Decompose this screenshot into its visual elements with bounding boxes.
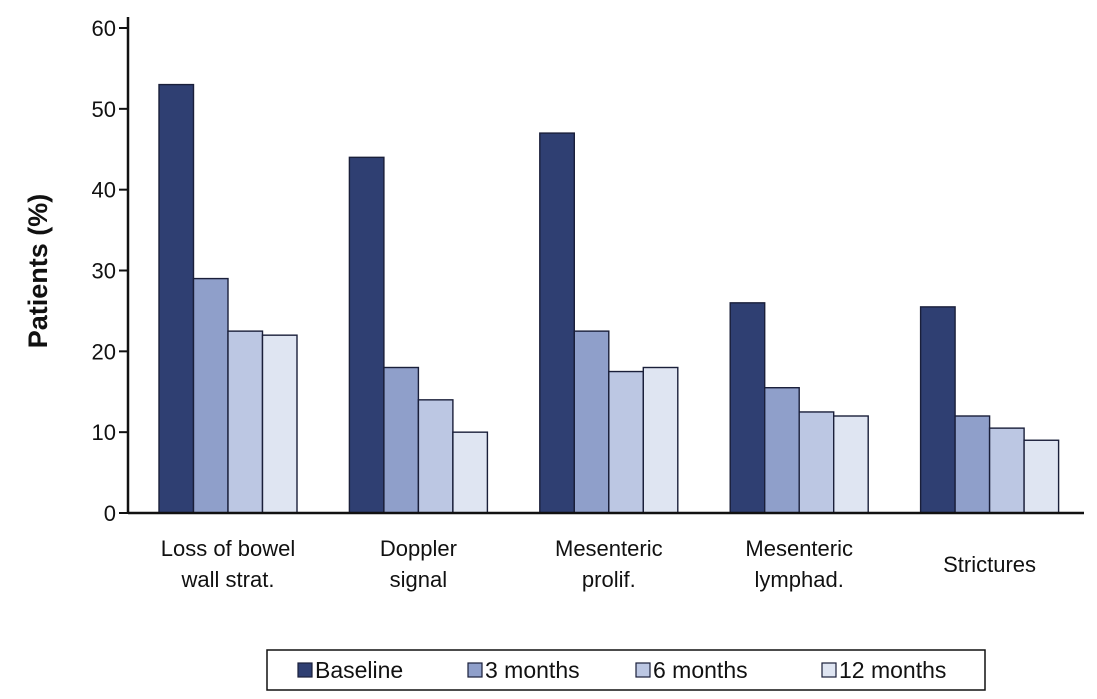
legend-entry-label: 3 months bbox=[485, 657, 580, 683]
category-label: prolif. bbox=[582, 567, 636, 592]
bar-baseline-2 bbox=[539, 132, 575, 514]
bar-3-months-2 bbox=[573, 330, 610, 514]
bar-baseline-0 bbox=[158, 83, 195, 514]
bar-6-months-2 bbox=[608, 370, 644, 514]
legend-entry-label: 12 months bbox=[839, 657, 946, 683]
y-axis-label: Patients (%) bbox=[23, 194, 53, 349]
y-tick-label: 60 bbox=[92, 16, 116, 41]
category-label: Mesenteric bbox=[555, 536, 663, 561]
bar-6-months-4 bbox=[988, 427, 1025, 514]
y-tick-label: 10 bbox=[92, 420, 116, 445]
legend-swatch bbox=[821, 662, 837, 678]
bar-3-months-4 bbox=[954, 415, 991, 514]
legend-swatch bbox=[297, 662, 313, 678]
bar-3-months-1 bbox=[383, 366, 420, 514]
bar-baseline-3 bbox=[729, 302, 766, 514]
bar-6-months-0 bbox=[227, 330, 264, 514]
legend-swatch bbox=[467, 662, 483, 678]
legend-box bbox=[266, 649, 986, 691]
y-tick-label: 50 bbox=[92, 97, 116, 122]
category-label: signal bbox=[390, 567, 447, 592]
bar-12-months-0 bbox=[261, 334, 298, 514]
bar-6-months-1 bbox=[417, 399, 454, 514]
bar-3-months-3 bbox=[764, 387, 800, 514]
category-labels: Loss of bowel wall strat. Doppler signal Mes… bbox=[161, 536, 1036, 592]
category-label: Doppler bbox=[380, 536, 457, 561]
legend-entry-label: 6 months bbox=[653, 657, 748, 683]
y-axis-ticks: 0 10 20 30 40 50 60 bbox=[92, 16, 128, 526]
bar-baseline-1 bbox=[348, 156, 385, 514]
y-tick-label: 40 bbox=[92, 178, 116, 203]
y-tick-label: 20 bbox=[92, 339, 116, 364]
category-label: lymphad. bbox=[755, 567, 844, 592]
bar-12-months-3 bbox=[833, 415, 869, 514]
category-label: Mesenteric bbox=[745, 536, 853, 561]
bar-12-months-2 bbox=[642, 366, 679, 514]
bar-12-months-4 bbox=[1023, 439, 1060, 514]
category-label: Loss of bowel bbox=[161, 536, 296, 561]
y-tick-label: 30 bbox=[92, 259, 116, 284]
y-axis-label-group: Patients (%) bbox=[23, 194, 53, 349]
legend-entry-label: Baseline bbox=[315, 657, 403, 683]
legend-swatch bbox=[635, 662, 651, 678]
y-tick-label: 0 bbox=[104, 501, 116, 526]
bar-baseline-4 bbox=[919, 306, 956, 514]
category-label: wall strat. bbox=[181, 567, 275, 592]
legend: Baseline 3 months 6 months 12 months bbox=[266, 649, 986, 691]
bar-12-months-1 bbox=[452, 431, 489, 514]
axes bbox=[126, 17, 1084, 515]
category-label: Strictures bbox=[943, 552, 1036, 577]
bar-6-months-3 bbox=[798, 411, 835, 514]
bar-3-months-0 bbox=[192, 277, 229, 514]
bars bbox=[158, 83, 1060, 514]
